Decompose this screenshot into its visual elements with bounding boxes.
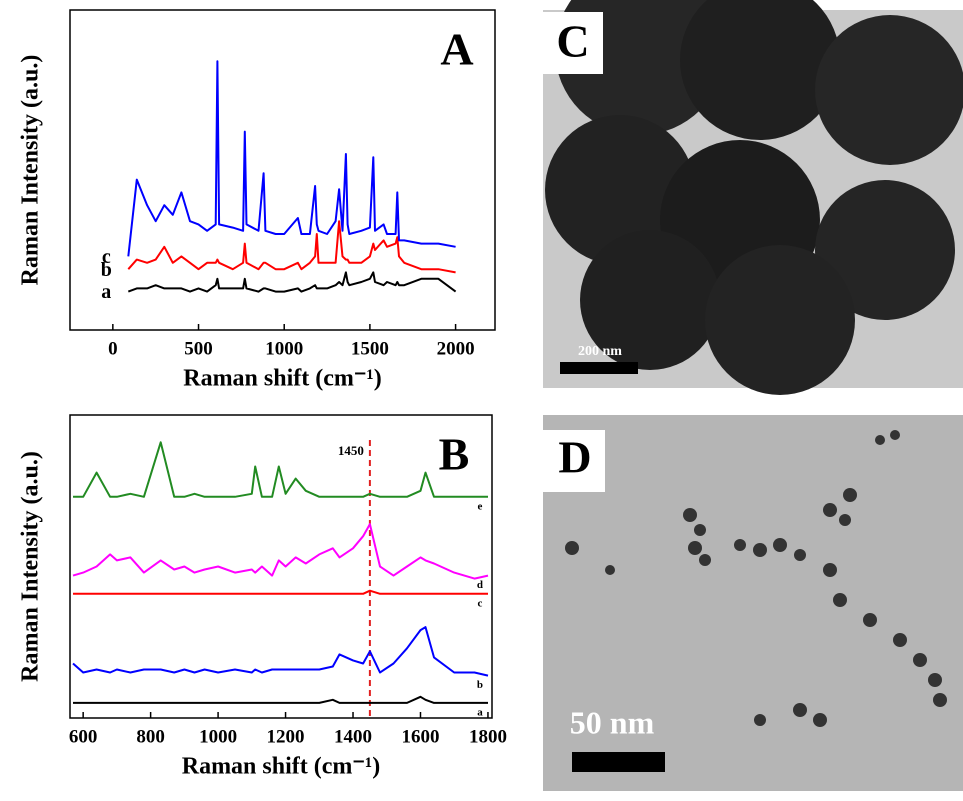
series-label: c (478, 597, 483, 609)
series-label: a (477, 706, 483, 718)
spectrum-line (128, 221, 455, 272)
x-tick-label: 1800 (469, 726, 507, 747)
panel-label: D (558, 432, 591, 483)
spectrum-line (73, 591, 488, 594)
tem-image-c (543, 0, 963, 395)
spectrum-line (73, 627, 488, 676)
scale-bar-label: 50 nm (570, 704, 655, 740)
series-label: d (477, 579, 483, 591)
x-tick-label: 2000 (437, 338, 475, 359)
scale-bar-label: 200 nm (578, 344, 622, 359)
series-label: e (478, 500, 483, 512)
panel-label: C (556, 16, 589, 67)
spectrum-line (128, 272, 455, 291)
x-tick-label: 800 (136, 726, 165, 747)
x-tick-label: 1000 (265, 338, 303, 359)
spectrum-line (73, 697, 488, 703)
x-tick-label: 1600 (401, 726, 439, 747)
spectrum-line (73, 524, 488, 579)
x-tick-label: 0 (108, 338, 118, 359)
x-axis-label: Raman shift (cm⁻¹) (182, 754, 381, 780)
y-axis-label: Raman Intensity (a.u.) (18, 55, 44, 286)
figure: C 200 nm D 50 nm 0 500 1000 1500 2000 Raman s… (0, 0, 963, 801)
series-label: a (101, 281, 111, 303)
annotation-label: 1450 (338, 443, 364, 458)
scale-bar (560, 362, 638, 374)
x-tick-label: 1400 (334, 726, 372, 747)
spectrum-line (73, 442, 488, 497)
x-tick-label: 1000 (199, 726, 237, 747)
series-label: b (477, 679, 483, 691)
x-tick-label: 1500 (351, 338, 389, 359)
panel-label: B (439, 429, 470, 480)
scale-bar (572, 752, 665, 772)
x-axis-label: Raman shift (cm⁻¹) (183, 366, 382, 392)
spectrum-line (128, 61, 455, 256)
x-tick-label: 600 (69, 726, 98, 747)
panel-label: A (440, 24, 473, 75)
plot-frame (70, 10, 495, 330)
x-tick-label: 1200 (267, 726, 305, 747)
x-tick-label: 500 (184, 338, 213, 359)
y-axis-label: Raman Intensity (a.u.) (18, 451, 44, 682)
series-label: c (102, 246, 111, 268)
